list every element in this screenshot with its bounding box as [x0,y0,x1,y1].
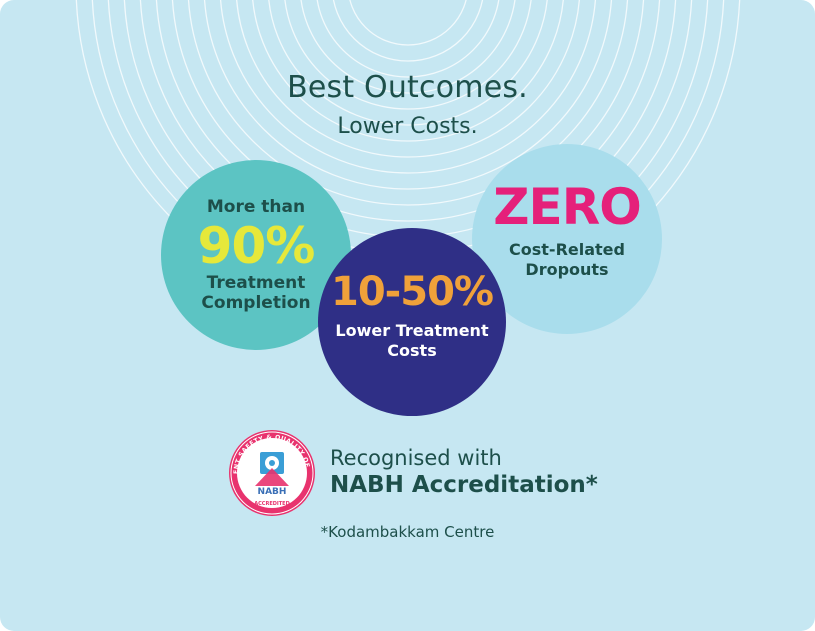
headline-primary: Best Outcomes. [287,70,528,105]
stat-costs-label-1: Lower Treatment [335,321,489,340]
stat-costs-value: 10-50% [330,269,494,315]
stat-completion-value: 90% [197,217,316,275]
accreditation-line-2: NABH Accreditation* [330,472,598,498]
stat-dropouts-label-2: Dropouts [525,260,609,279]
stat-completion-label-1: Treatment [206,273,306,293]
footnote: *Kodambakkam Centre [320,523,495,541]
headline-secondary: Lower Costs. [337,114,478,139]
stat-costs-circle: 10-50% Lower Treatment Costs [318,228,506,416]
stat-dropouts-label-1: Cost-Related [509,240,625,259]
nabh-badge-bottom: • ACCREDITED • [249,501,294,507]
stat-completion-prefix: More than [206,197,306,217]
stat-completion-label-2: Completion [201,293,311,313]
accreditation-line-1: Recognised with [330,446,502,470]
stat-costs-label-2: Costs [387,341,437,360]
stat-dropouts-value: ZERO [493,178,641,236]
nabh-seal-icon: PATIENT SAFETY & QUALITY OF CARE NABH • … [222,428,315,516]
nabh-badge-name: NABH [258,487,287,497]
stat-dropouts-circle: ZERO Cost-Related Dropouts [472,144,662,334]
